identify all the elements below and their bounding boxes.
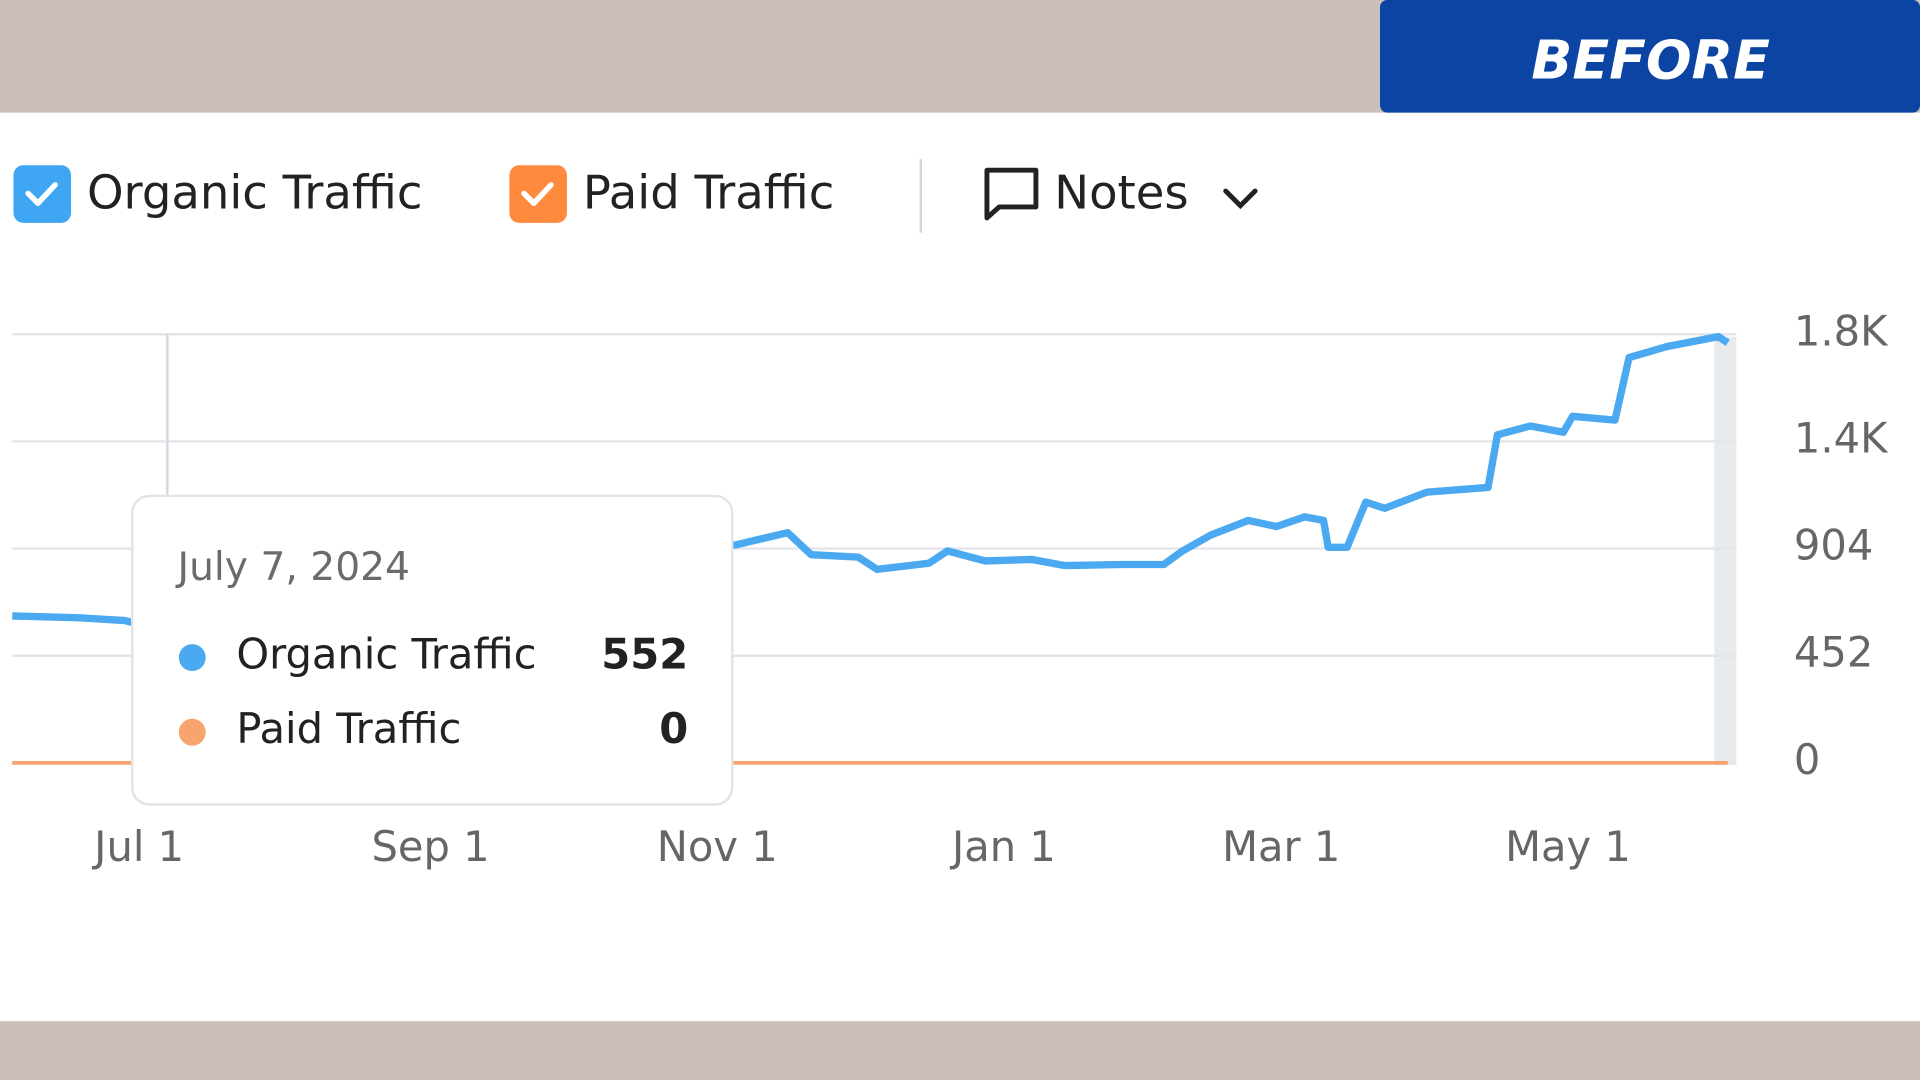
check-icon [521, 182, 554, 207]
y-tick-label: 904 [1794, 521, 1873, 570]
tooltip-series: Organic Traffic [236, 630, 536, 679]
range-handle [1714, 336, 1737, 766]
badge [1380, 0, 1920, 113]
notes-button[interactable]: Notes [984, 165, 1258, 221]
tooltip-dot [178, 644, 206, 672]
y-tick-label: 1.8K [1794, 306, 1889, 355]
x-tick-label: Sep 1 [371, 822, 489, 871]
legend-label[interactable]: Paid Traffic [583, 165, 834, 219]
y-tick-label: 1.4K [1794, 413, 1889, 462]
tooltip: July 7, 2024 Organic Traffic 552 Paid Tr… [131, 494, 734, 806]
tooltip-dot [178, 718, 206, 746]
tooltip-box [131, 494, 734, 806]
legend[interactable]: Organic Traffic Paid Traffic [13, 165, 834, 223]
check-icon [25, 182, 58, 207]
x-tick-label: Mar 1 [1222, 822, 1340, 871]
bottom-band [0, 1021, 1920, 1080]
tooltip-series: Paid Traffic [236, 704, 461, 753]
tooltip-value: 0 [659, 704, 688, 753]
x-tick-label: May 1 [1505, 822, 1631, 871]
notes-icon [984, 167, 1039, 221]
y-tick-label: 452 [1794, 628, 1873, 677]
notes-label[interactable]: Notes [1054, 165, 1188, 219]
x-tick-label: Jul 1 [91, 822, 184, 871]
x-tick-label: Nov 1 [657, 822, 778, 871]
tooltip-date: July 7, 2024 [175, 545, 410, 590]
chevron [1223, 188, 1258, 210]
checkbox-organic[interactable] [13, 165, 72, 223]
x-tick-label: Jan 1 [949, 822, 1056, 871]
tooltip-value: 552 [601, 630, 688, 679]
checkbox-paid[interactable] [509, 165, 567, 223]
legend-label[interactable]: Organic Traffic [87, 165, 422, 219]
badge-text: BEFORE [1531, 28, 1770, 91]
y-tick-label: 0 [1794, 735, 1820, 784]
